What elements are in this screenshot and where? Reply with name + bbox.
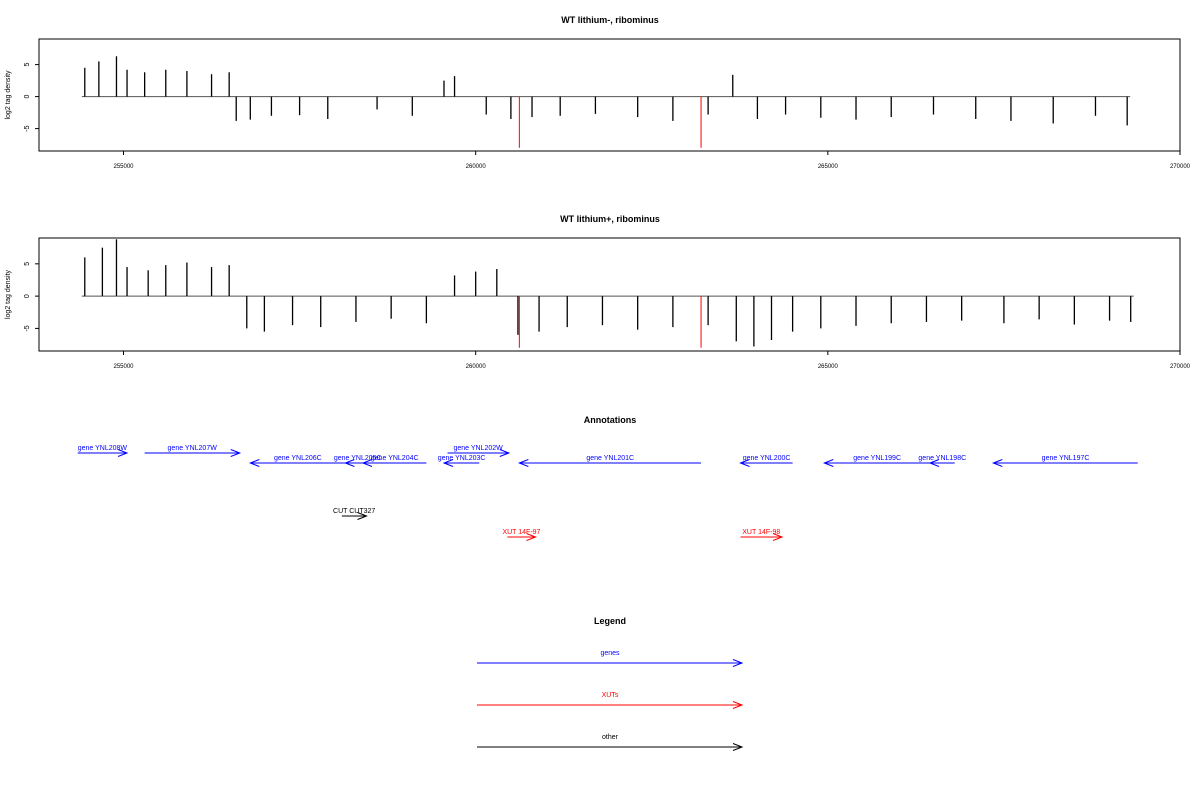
x-tick-label: 255000 <box>114 164 135 170</box>
feature-label: gene YNL205C <box>334 455 382 462</box>
legend-items: genes XUTs other <box>477 650 744 751</box>
feature-arrowhead <box>248 459 260 467</box>
plot-frame <box>38 237 1181 352</box>
density-plot-1: WT lithium-, ribominus log2 tag density 5 0… <box>5 15 1191 170</box>
feature-arrowhead <box>499 449 511 457</box>
legend-panel: Legend genes XUTs other <box>477 616 744 751</box>
annotation-feature: gene YNL197C <box>991 455 1138 467</box>
feature-arrowhead <box>442 459 454 467</box>
feature-label: gene YNL202W <box>453 445 503 452</box>
feature-arrowhead <box>739 459 750 467</box>
x-tick-label: 270000 <box>1170 164 1191 170</box>
feature-label: gene YNL203C <box>438 455 486 462</box>
feature-arrowhead <box>772 533 784 541</box>
legend-item: XUTs <box>477 692 744 709</box>
plot-title: WT lithium-, ribominus <box>561 15 659 25</box>
feature-label: gene YNL208W <box>78 445 128 452</box>
legend-arrowhead <box>732 659 744 667</box>
legend-arrowhead <box>732 743 744 751</box>
density-plots: WT lithium-, ribominus log2 tag density 5 0… <box>5 15 1191 370</box>
annotation-feature: gene YNL204C <box>361 455 427 467</box>
legend-arrowhead <box>732 701 744 709</box>
feature-label: gene YNL199C <box>853 455 901 462</box>
feature-label: CUT CUT327 <box>333 508 375 515</box>
plot-frame <box>38 38 1181 152</box>
legend-label: genes <box>600 650 620 657</box>
annotation-feature: gene YNL208W <box>77 445 129 457</box>
feature-arrowhead <box>230 449 242 457</box>
legend-label: XUTs <box>602 692 619 699</box>
feature-label: XUT 14F-98 <box>742 529 780 536</box>
annotation-feature: gene YNL202W <box>447 445 511 457</box>
y-axis-label: log2 tag density <box>5 70 12 120</box>
annotation-feature: gene YNL203C <box>438 455 486 467</box>
annotation-feature: gene YNL199C <box>822 455 930 467</box>
feature-arrowhead <box>357 512 368 520</box>
feature-arrowhead <box>991 459 1003 467</box>
feature-arrowhead <box>928 459 940 467</box>
y-tick-label: 5 <box>24 262 31 266</box>
annotations-panel: Annotations gene YNL208W gene YNL207Wgene… <box>77 415 1138 541</box>
feature-arrowhead <box>517 459 529 467</box>
x-tick-label: 265000 <box>818 364 839 370</box>
x-tick-label: 255000 <box>114 364 135 370</box>
legend-item: genes <box>477 650 744 667</box>
density-plot-2: WT lithium+, ribominus log2 tag density 5 0… <box>5 214 1191 370</box>
y-tick-label: 5 <box>24 63 31 67</box>
feature-label: gene YNL200C <box>743 455 791 462</box>
annotation-feature: gene YNL201C <box>517 455 702 467</box>
feature-label: gene YNL201C <box>586 455 634 462</box>
plot-title: WT lithium+, ribominus <box>560 214 660 224</box>
annotation-feature: CUT CUT327 <box>333 508 375 520</box>
y-tick-label: 0 <box>24 294 31 298</box>
annotation-feature: gene YNL207W <box>144 445 242 457</box>
x-tick-label: 270000 <box>1170 364 1191 370</box>
legend-title: Legend <box>594 616 626 626</box>
feature-label: gene YNL198C <box>918 455 966 462</box>
feature-arrowhead <box>344 459 355 467</box>
feature-label: gene YNL204C <box>371 455 419 462</box>
annotation-feature: gene YNL198C <box>918 455 966 467</box>
legend-label: other <box>602 734 619 741</box>
y-tick-label: 0 <box>24 95 31 99</box>
feature-label: gene YNL207W <box>168 445 218 452</box>
y-tick-label: -5 <box>24 325 31 331</box>
y-tick-label: -5 <box>24 125 31 131</box>
annotation-feature: XUT 14F-98 <box>740 529 784 541</box>
x-tick-label: 265000 <box>818 164 839 170</box>
feature-arrowhead <box>117 449 129 457</box>
annotation-feature: XUT 14F-97 <box>502 529 541 541</box>
annotations-title: Annotations <box>584 415 637 425</box>
feature-arrowhead <box>361 459 373 467</box>
x-tick-label: 260000 <box>466 164 487 170</box>
y-axis-label: log2 tag density <box>5 269 12 319</box>
annotation-feature: gene YNL200C <box>739 455 793 467</box>
legend-item: other <box>477 734 744 751</box>
annotation-feature: gene YNL206C <box>248 455 346 467</box>
feature-arrowhead <box>822 459 834 467</box>
feature-label: gene YNL197C <box>1042 455 1090 462</box>
feature-label: XUT 14F-97 <box>502 529 540 536</box>
feature-arrowhead <box>526 533 537 541</box>
annotation-features: gene YNL208W gene YNL207W gene YNL206C gene… <box>77 445 1138 541</box>
x-tick-label: 260000 <box>466 364 487 370</box>
feature-label: gene YNL206C <box>274 455 322 462</box>
